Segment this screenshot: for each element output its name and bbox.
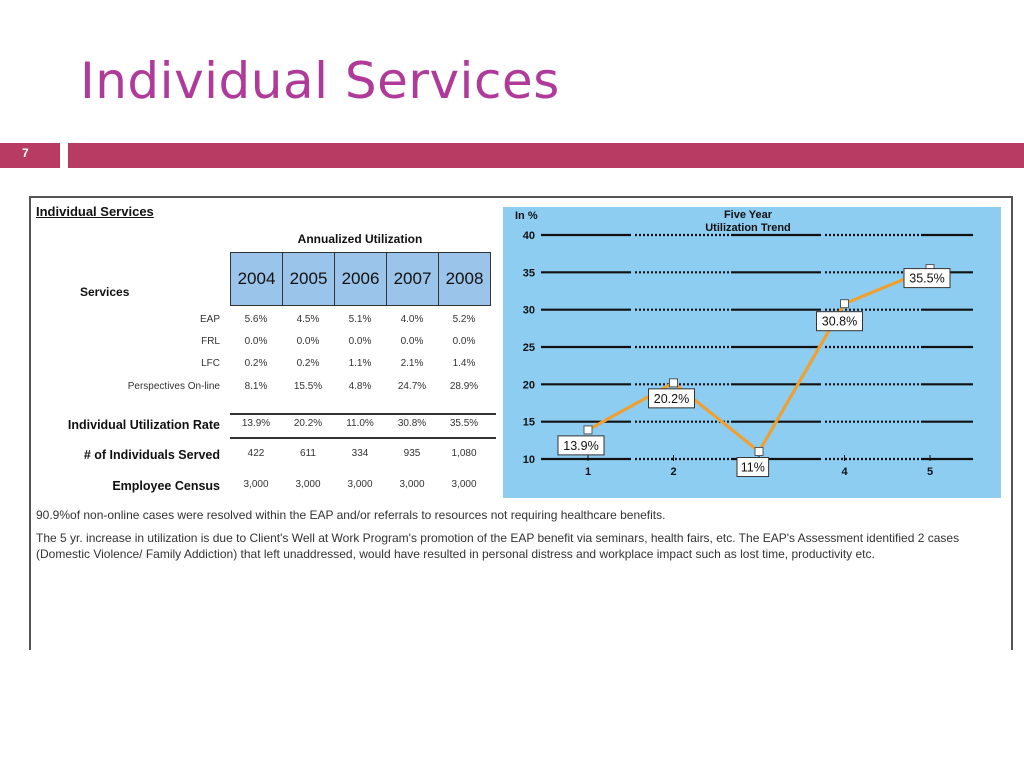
table-cell: 4.0% (400, 314, 424, 325)
data-label: 20.2% (654, 392, 689, 406)
table-cell: 611 (300, 448, 316, 459)
year-header-cell: 2008 (438, 252, 491, 306)
x-tick-label: 5 (927, 466, 933, 478)
services-column-label: Services (80, 285, 130, 299)
table-cell: 35.5% (449, 418, 479, 429)
table-cell: 11.0% (346, 418, 374, 429)
data-point-marker (583, 425, 593, 435)
slide-title: Individual Services (80, 52, 560, 110)
table-cell: 3,000 (347, 479, 373, 490)
x-tick-label: 4 (841, 466, 848, 478)
table-cell: 0.0% (296, 336, 320, 347)
note-resolution: 90.9%of non-online cases were resolved w… (36, 508, 666, 522)
summary-row-label: # of Individuals Served (83, 448, 220, 462)
table-cell: 15.5% (293, 381, 323, 392)
title-accent-bar (68, 143, 1024, 168)
table-cell: 0.0% (452, 336, 476, 347)
table-cell: 935 (403, 448, 421, 459)
table-cell: 3,000 (243, 479, 269, 490)
service-row-label: FRL (201, 336, 220, 347)
table-cell: 1.1% (348, 358, 372, 369)
data-label: 35.5% (909, 272, 944, 286)
service-row-label: Perspectives On-line (127, 381, 220, 392)
table-cell: 0.0% (244, 336, 268, 347)
table-cell: 13.9% (241, 418, 271, 429)
data-label-box (648, 388, 695, 409)
slide-number-box (0, 143, 60, 168)
data-label: 13.9% (563, 439, 598, 453)
table-cell: 4.5% (296, 314, 320, 325)
y-tick-label: 40 (523, 230, 535, 242)
y-tick-label: 15 (523, 417, 535, 429)
table-cell: 422 (247, 448, 265, 459)
service-row-values: 0.0% 0.0% 0.0% 0.0% 0.0% (230, 336, 490, 347)
table-cell: 2.1% (400, 358, 424, 369)
x-tick-label: 2 (670, 466, 676, 478)
table-cell: 3,000 (451, 479, 477, 490)
y-tick-label: 35 (523, 267, 535, 279)
year-header-cell: 2004 (230, 252, 283, 306)
data-label: 11% (741, 461, 765, 475)
table-cell: 334 (351, 448, 369, 459)
table-divider (230, 413, 496, 415)
table-cell: 24.7% (397, 381, 427, 392)
table-cell: 0.2% (296, 358, 320, 369)
data-label-box (557, 435, 605, 456)
table-cell: 0.2% (244, 358, 268, 369)
table-cell: 5.6% (244, 314, 268, 325)
year-header-row: 2004 2005 2006 2007 2008 (230, 252, 491, 306)
table-cell: 5.2% (452, 314, 476, 325)
year-header-cell: 2005 (282, 252, 335, 306)
year-header-cell: 2006 (334, 252, 387, 306)
table-cell: 5.1% (348, 314, 372, 325)
service-row-label: EAP (199, 314, 220, 325)
table-cell: 0.0% (348, 336, 372, 347)
summary-row-label: Individual Utilization Rate (67, 418, 220, 432)
series-line (587, 267, 931, 454)
service-row-values: 5.6% 4.5% 5.1% 4.0% 5.2% (230, 314, 490, 325)
annualized-utilization-title: Annualized Utilization (297, 232, 423, 246)
data-point-marker (669, 378, 678, 388)
table-cell: 28.9% (449, 381, 479, 392)
summary-row-values: 3,000 3,000 3,000 3,000 3,000 (230, 479, 490, 490)
y-tick-label: 25 (523, 342, 535, 354)
data-point-marker (754, 447, 764, 457)
y-tick-label: 20 (523, 379, 535, 391)
table-cell: 0.0% (400, 336, 424, 347)
summary-row-values: 422 611 334 935 1,080 (230, 448, 490, 459)
slide-number: 7 (22, 146, 29, 160)
service-row-values: 0.2% 0.2% 1.1% 2.1% 1.4% (230, 358, 490, 369)
year-header-cell: 2007 (386, 252, 439, 306)
table-cell: 1.4% (452, 358, 476, 369)
summary-row-values: 13.9% 20.2% 11.0% 30.8% 35.5% (230, 418, 490, 429)
table-divider (230, 437, 496, 439)
x-tick-label: 1 (585, 466, 591, 478)
y-tick-label: 30 (523, 305, 535, 317)
data-label-box (903, 268, 951, 289)
y-tick-label: 10 (523, 454, 535, 466)
note-increase-explanation: The 5 yr. increase in utilization is due… (36, 531, 960, 561)
table-cell: 30.8% (397, 418, 427, 429)
summary-row-label: Employee Census (112, 479, 220, 493)
chart-y-axis-label: In % (515, 210, 538, 222)
utilization-trend-chart: Five Year Utilization Trend In % 10 15 20 25 30… (503, 207, 1001, 498)
table-cell: 1,080 (451, 448, 477, 459)
table-heading: Individual Services (36, 204, 154, 219)
table-cell: 3,000 (295, 479, 321, 490)
service-row-label: LFC (201, 358, 220, 369)
table-cell: 3,000 (399, 479, 425, 490)
data-label: 30.8% (822, 315, 857, 329)
table-cell: 4.8% (348, 381, 372, 392)
table-cell: 8.1% (244, 381, 268, 392)
data-label-box (736, 457, 770, 478)
service-row-values: 8.1% 15.5% 4.8% 24.7% 28.9% (230, 381, 490, 392)
data-point-marker (840, 299, 849, 309)
table-cell: 20.2% (293, 418, 323, 429)
chart-title: Five Year Utilization Trend (705, 209, 791, 234)
data-label-box (816, 311, 863, 332)
